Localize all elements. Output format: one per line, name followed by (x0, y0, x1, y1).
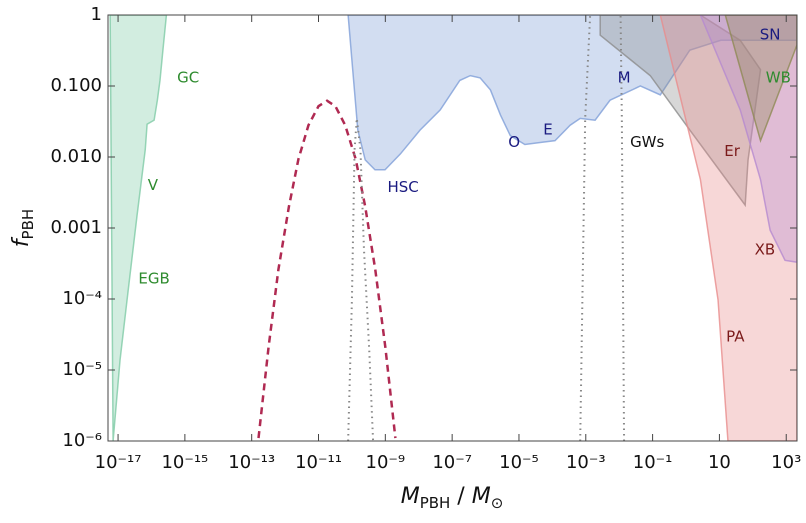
annotation: GC (177, 68, 199, 86)
annotation: GWs (630, 133, 664, 151)
constraint-region (109, 15, 168, 441)
annotation: SN (760, 26, 781, 44)
dotted-curve (579, 15, 592, 441)
series-layer (109, 15, 797, 441)
annotation: E (543, 121, 552, 139)
x-axis-label: MPBH​ / M⊙​ (401, 484, 504, 512)
annotation: PA (726, 328, 745, 346)
annotation: O (508, 133, 520, 151)
y-tick-label: 10⁻⁴ (62, 288, 102, 309)
label-part: / (450, 484, 471, 509)
y-tick-label: 10⁻⁵ (62, 359, 102, 380)
y-tick-label: 0.001 (50, 217, 102, 238)
annotation: Er (724, 142, 740, 160)
constraint-region (699, 15, 797, 263)
y-axis-label: fPBH​ (9, 209, 37, 247)
annotation: XB (755, 240, 776, 258)
x-tick-label: 10⁻⁷ (432, 452, 472, 473)
label-part: f (9, 236, 34, 247)
constraint-region (724, 15, 797, 144)
constraint-region (347, 15, 797, 171)
x-tick-label: 10⁻⁹ (366, 452, 406, 473)
label-part: M (472, 484, 491, 509)
label-part: M (401, 484, 420, 509)
y-tick-label: 1 (91, 4, 102, 25)
x-tick-label: 10⁻¹³ (228, 452, 275, 473)
x-tick-label: 10⁻³ (566, 452, 606, 473)
x-tick-label: 10⁻¹ (633, 452, 673, 473)
annotation: WB (766, 68, 791, 86)
x-tick-label: 10⁻¹⁵ (161, 452, 208, 473)
label-subscript: PBH (420, 494, 451, 512)
y-tick-label: 0.010 (50, 146, 102, 167)
x-tick-label: 10⁻⁵ (499, 452, 539, 473)
annotation: V (148, 176, 159, 194)
dotted-curve (619, 15, 626, 441)
x-tick-label: 10³ (771, 452, 801, 473)
x-tick-label: 10 (708, 452, 731, 473)
y-tick-label: 0.100 (50, 75, 102, 96)
dotted-curve (347, 118, 375, 441)
annotation: M (618, 68, 631, 86)
mass-function-curve (257, 99, 397, 439)
x-tick-label: 10⁻¹⁷ (95, 452, 142, 473)
label-subscript: PBH (19, 209, 37, 240)
y-tick-label: 10⁻⁶ (62, 430, 102, 451)
annotation: EGB (138, 270, 169, 288)
annotation: HSC (387, 178, 418, 196)
label-subscript: ⊙ (491, 494, 504, 512)
constraint-region (659, 15, 797, 441)
x-tick-label: 10⁻¹¹ (295, 452, 342, 473)
